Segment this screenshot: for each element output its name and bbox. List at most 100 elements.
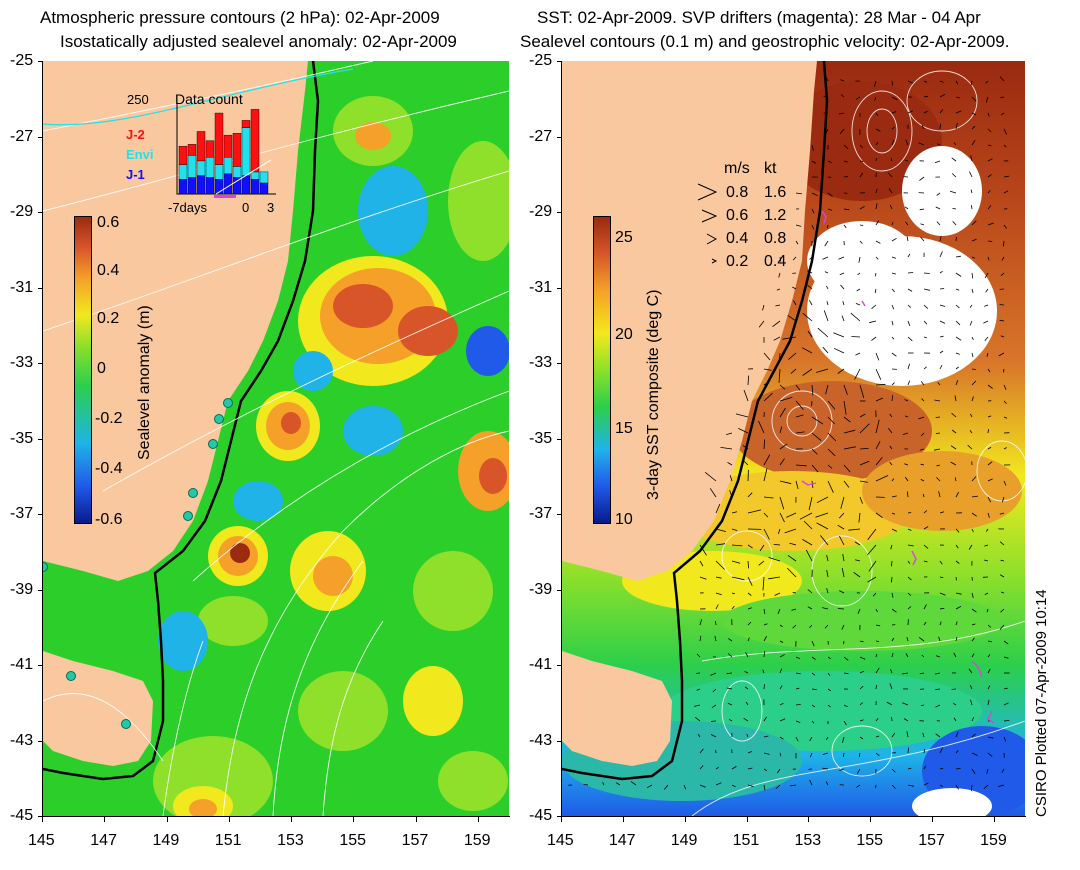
right-lon-tick-mark (808, 817, 809, 822)
velocity-arrow (807, 270, 813, 274)
velocity-arrow (763, 528, 770, 540)
velocity-arrow (763, 392, 773, 402)
velocity-arrow (971, 368, 976, 370)
velocity-arrow (939, 236, 942, 242)
inset-bar-j1 (196, 175, 206, 195)
velocity-arrow (971, 96, 977, 102)
velocity-arrow (843, 384, 848, 395)
velocity-arrow (891, 637, 895, 642)
velocity-arrow (583, 784, 589, 786)
velocity-arrow (699, 748, 704, 754)
velocity-arrow (1000, 96, 1005, 98)
velocity-arrow (727, 462, 733, 466)
velocity-arrow (779, 624, 783, 628)
velocity-arrow (936, 464, 941, 467)
velocity-arrow (763, 716, 767, 722)
velocity-arrow (840, 284, 845, 290)
velocity-arrow (763, 439, 765, 450)
velocity-arrow (871, 336, 877, 341)
velocity-arrow (856, 288, 861, 292)
velocity-arrow (904, 476, 909, 482)
left-lon-tick-mark (478, 817, 479, 822)
velocity-arrow (923, 510, 928, 514)
velocity-arrow (984, 336, 989, 341)
velocity-arrow (811, 464, 819, 473)
velocity-arrow (839, 590, 845, 594)
velocity-arrow (986, 608, 989, 613)
velocity-arrow (902, 702, 909, 706)
inset-bar-j2 (178, 145, 188, 165)
velocity-arrow (712, 688, 717, 693)
velocity-arrow (825, 781, 829, 786)
velocity-arrow (971, 495, 978, 498)
right-lat-tick: -35 (529, 429, 553, 447)
velocity-arrow (867, 528, 877, 541)
inset-bar-envi (259, 171, 269, 184)
velocity-arrow (715, 560, 725, 570)
velocity-arrow (1000, 608, 1005, 613)
velocity-arrow (955, 336, 962, 341)
velocity-arrow (840, 496, 845, 509)
velocity-arrow (889, 204, 893, 210)
right-lon-tick: 157 (918, 832, 945, 849)
velocity-arrow (971, 512, 977, 517)
velocity-arrow (779, 512, 785, 523)
right-lon-tick: 151 (732, 832, 760, 849)
velocity-arrow (792, 624, 797, 629)
velocity-arrow (955, 304, 960, 309)
velocity-arrow (904, 206, 909, 210)
velocity-arrow (710, 672, 717, 676)
left-lon-tick: 153 (277, 832, 304, 849)
velocity-arrow (971, 352, 974, 358)
velocity-arrow (970, 784, 973, 792)
velocity-arrow (715, 504, 721, 514)
velocity-arrow (839, 512, 845, 519)
velocity-arrow (907, 560, 911, 564)
velocity-arrow (779, 718, 786, 722)
velocity-arrow (795, 480, 799, 490)
velocity-arrow (807, 589, 813, 594)
inset-bar-envi (241, 127, 251, 176)
velocity-arrow (934, 448, 941, 451)
velocity-arrow (811, 432, 822, 441)
velocity-arrow (773, 336, 781, 341)
velocity-arrow (953, 142, 957, 146)
velocity-arrow (807, 284, 813, 290)
velocity-arrow (955, 784, 959, 790)
velocity-arrow (918, 142, 925, 146)
sealevel-colorbar-label: Sealevel anomaly (m) (136, 305, 153, 460)
velocity-arrow (987, 415, 992, 418)
velocity-arrow (729, 475, 733, 482)
velocity-arrow (920, 704, 925, 706)
left-lat-tick: -25 (10, 52, 34, 69)
velocity-arrow (802, 368, 813, 376)
velocity-arrow (874, 80, 877, 87)
velocity-arrow (905, 221, 909, 226)
velocity-arrow (987, 256, 990, 261)
right-lon-tick-mark (932, 817, 933, 822)
sealevel-map-svg (43, 61, 509, 816)
velocity-arrow (971, 272, 974, 279)
velocity-arrow (971, 336, 974, 340)
velocity-arrow (967, 444, 973, 450)
velocity-arrow (999, 319, 1005, 322)
shelf-contour (43, 61, 320, 781)
velocity-arrow (952, 208, 957, 210)
left-lat-tick: -29 (10, 203, 34, 220)
inset-bar-j1 (205, 177, 215, 195)
velocity-header-kt: kt (764, 160, 777, 177)
left-lat-tick-mark (38, 741, 42, 742)
velocity-arrow (738, 428, 749, 434)
velocity-arrow (840, 94, 845, 98)
velocity-arrow (747, 492, 753, 498)
velocity-arrow (953, 703, 957, 706)
velocity-arrow (839, 768, 845, 771)
velocity-arrow (731, 592, 736, 595)
right-lat-tick: -45 (529, 807, 553, 824)
velocity-arrow (984, 559, 989, 562)
right-lat-tick: -37 (529, 505, 553, 522)
inset-max-label: 250 (127, 92, 149, 107)
velocity-arrow (795, 240, 799, 245)
velocity-arrow (923, 80, 928, 83)
velocity-arrow (1003, 720, 1010, 722)
